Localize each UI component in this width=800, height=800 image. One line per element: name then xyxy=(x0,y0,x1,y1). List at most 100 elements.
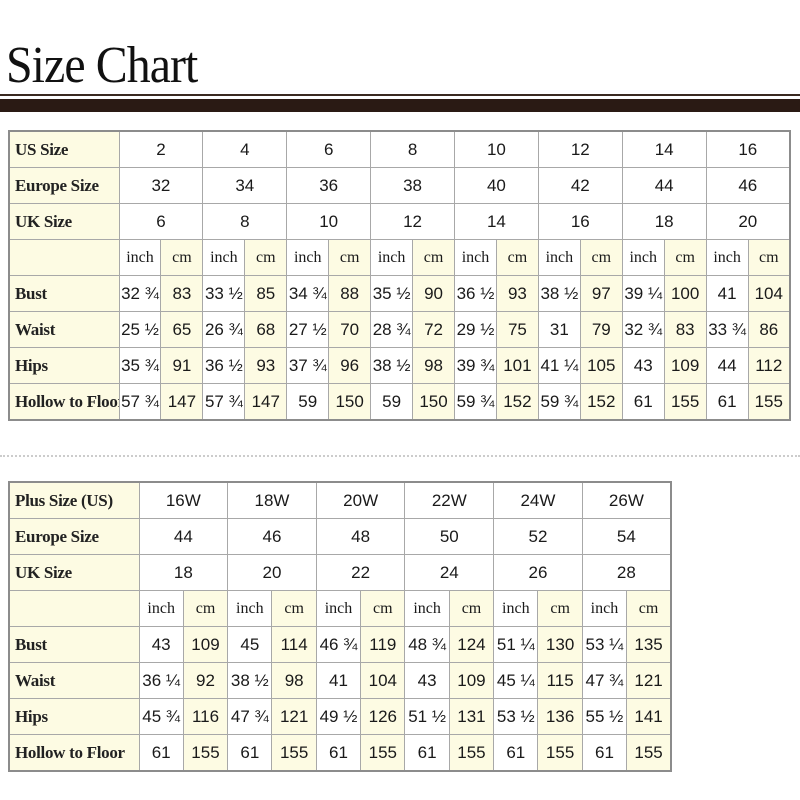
unit-inch: inch xyxy=(705,239,749,276)
inch-value: 59 xyxy=(370,383,414,421)
inch-value: 34 ¾ xyxy=(286,275,330,312)
size-cell: 34 xyxy=(202,167,288,204)
cm-value: 155 xyxy=(626,734,672,772)
inch-value: 59 xyxy=(286,383,330,421)
size-cell: 20 xyxy=(227,554,317,591)
unit-cm: cm xyxy=(537,590,583,627)
size-row-uk-size: UK Size 18 20 22 24 26 28 xyxy=(8,554,672,591)
size-cell: 20 xyxy=(705,203,791,240)
inch-value: 45 ¾ xyxy=(138,698,184,735)
cm-value: 98 xyxy=(271,662,317,699)
cm-value: 65 xyxy=(160,311,204,348)
unit-inch: inch xyxy=(286,239,330,276)
size-cell: 46 xyxy=(227,518,317,555)
inch-value: 25 ½ xyxy=(118,311,162,348)
cm-value: 112 xyxy=(747,347,791,384)
inch-value: 53 ¼ xyxy=(581,626,628,663)
measure-row-hips: Hips 45 ¾ 116 47 ¾ 121 49 ½ 126 51 ½ 131 53 ½ 136 5… xyxy=(8,698,672,735)
size-cell: 28 xyxy=(581,554,672,591)
size-cell: 14 xyxy=(621,130,707,168)
inch-value: 43 xyxy=(621,347,665,384)
cm-value: 85 xyxy=(244,275,288,312)
cm-value: 72 xyxy=(412,311,455,348)
cm-value: 150 xyxy=(328,383,372,421)
unit-inch: inch xyxy=(537,239,581,276)
size-cell: 18 xyxy=(621,203,707,240)
cm-value: 131 xyxy=(448,698,495,735)
cm-value: 96 xyxy=(328,347,372,384)
cm-value: 121 xyxy=(626,662,672,699)
cm-value: 124 xyxy=(448,626,495,663)
size-cell: 22W xyxy=(404,481,495,519)
size-cell: 44 xyxy=(138,518,229,555)
measure-row-hollow-to-floor: Hollow to Floor 61 155 61 155 61 155 61 155 61 155… xyxy=(8,734,672,772)
size-row-us-size: US Size 2 4 6 8 10 12 14 16 xyxy=(8,130,791,168)
title-divider-thin xyxy=(0,94,800,96)
cm-value: 150 xyxy=(412,383,455,421)
cm-value: 147 xyxy=(244,383,288,421)
row-label: Waist xyxy=(8,311,120,348)
cm-value: 109 xyxy=(448,662,495,699)
unit-row-blank xyxy=(8,239,120,276)
size-cell: 20W xyxy=(315,481,406,519)
inch-value: 27 ½ xyxy=(286,311,330,348)
cm-value: 88 xyxy=(328,275,372,312)
row-label: Hips xyxy=(8,347,120,384)
inch-value: 35 ½ xyxy=(370,275,414,312)
size-cell: 16W xyxy=(138,481,229,519)
inch-value: 45 xyxy=(227,626,273,663)
title-divider-thick xyxy=(0,99,800,112)
size-cell: 14 xyxy=(454,203,539,240)
unit-cm: cm xyxy=(182,590,229,627)
inch-value: 35 ¾ xyxy=(118,347,162,384)
cm-value: 109 xyxy=(663,347,707,384)
plus-size-table: Plus Size (US) 16W 18W 20W 22W 24W 26W Europe S… xyxy=(8,481,672,772)
inch-value: 31 xyxy=(537,311,581,348)
unit-cm: cm xyxy=(412,239,455,276)
unit-cm: cm xyxy=(160,239,204,276)
size-cell: 18 xyxy=(138,554,229,591)
inch-value: 47 ¾ xyxy=(227,698,273,735)
row-label: Plus Size (US) xyxy=(8,481,140,519)
unit-cm: cm xyxy=(747,239,791,276)
unit-inch: inch xyxy=(138,590,184,627)
cm-value: 75 xyxy=(495,311,539,348)
cm-value: 109 xyxy=(182,626,229,663)
cm-value: 119 xyxy=(360,626,406,663)
cm-value: 68 xyxy=(244,311,288,348)
inch-value: 53 ½ xyxy=(493,698,539,735)
cm-value: 147 xyxy=(160,383,204,421)
size-row-plus-size-us: Plus Size (US) 16W 18W 20W 22W 24W 26W xyxy=(8,481,672,519)
measure-row-waist: Waist 36 ¼ 92 38 ½ 98 41 104 43 109 45 ¼ 115 47 ¾ 12… xyxy=(8,662,672,699)
cm-value: 93 xyxy=(495,275,539,312)
inch-value: 61 xyxy=(227,734,273,772)
inch-value: 38 ½ xyxy=(227,662,273,699)
size-cell: 22 xyxy=(315,554,406,591)
cm-value: 79 xyxy=(579,311,623,348)
row-label: US Size xyxy=(8,130,120,168)
unit-cm: cm xyxy=(244,239,288,276)
unit-inch: inch xyxy=(370,239,414,276)
size-cell: 42 xyxy=(537,167,623,204)
size-cell: 36 xyxy=(286,167,372,204)
size-cell: 26 xyxy=(493,554,583,591)
inch-value: 51 ½ xyxy=(404,698,450,735)
cm-value: 83 xyxy=(663,311,707,348)
measure-row-bust: Bust 32 ¾ 83 33 ½ 85 34 ¾ 88 35 ½ 90 36 ½ 93 38 ½ 97… xyxy=(8,275,791,312)
inch-value: 43 xyxy=(138,626,184,663)
inch-value: 61 xyxy=(581,734,628,772)
cm-value: 91 xyxy=(160,347,204,384)
cm-value: 115 xyxy=(537,662,583,699)
inch-value: 36 ¼ xyxy=(138,662,184,699)
inch-value: 61 xyxy=(493,734,539,772)
unit-inch: inch xyxy=(315,590,362,627)
inch-value: 44 xyxy=(705,347,749,384)
cm-value: 155 xyxy=(663,383,707,421)
cm-value: 86 xyxy=(747,311,791,348)
inch-value: 61 xyxy=(138,734,184,772)
inch-value: 32 ¾ xyxy=(621,311,665,348)
unit-cm: cm xyxy=(360,590,406,627)
inch-value: 47 ¾ xyxy=(581,662,628,699)
